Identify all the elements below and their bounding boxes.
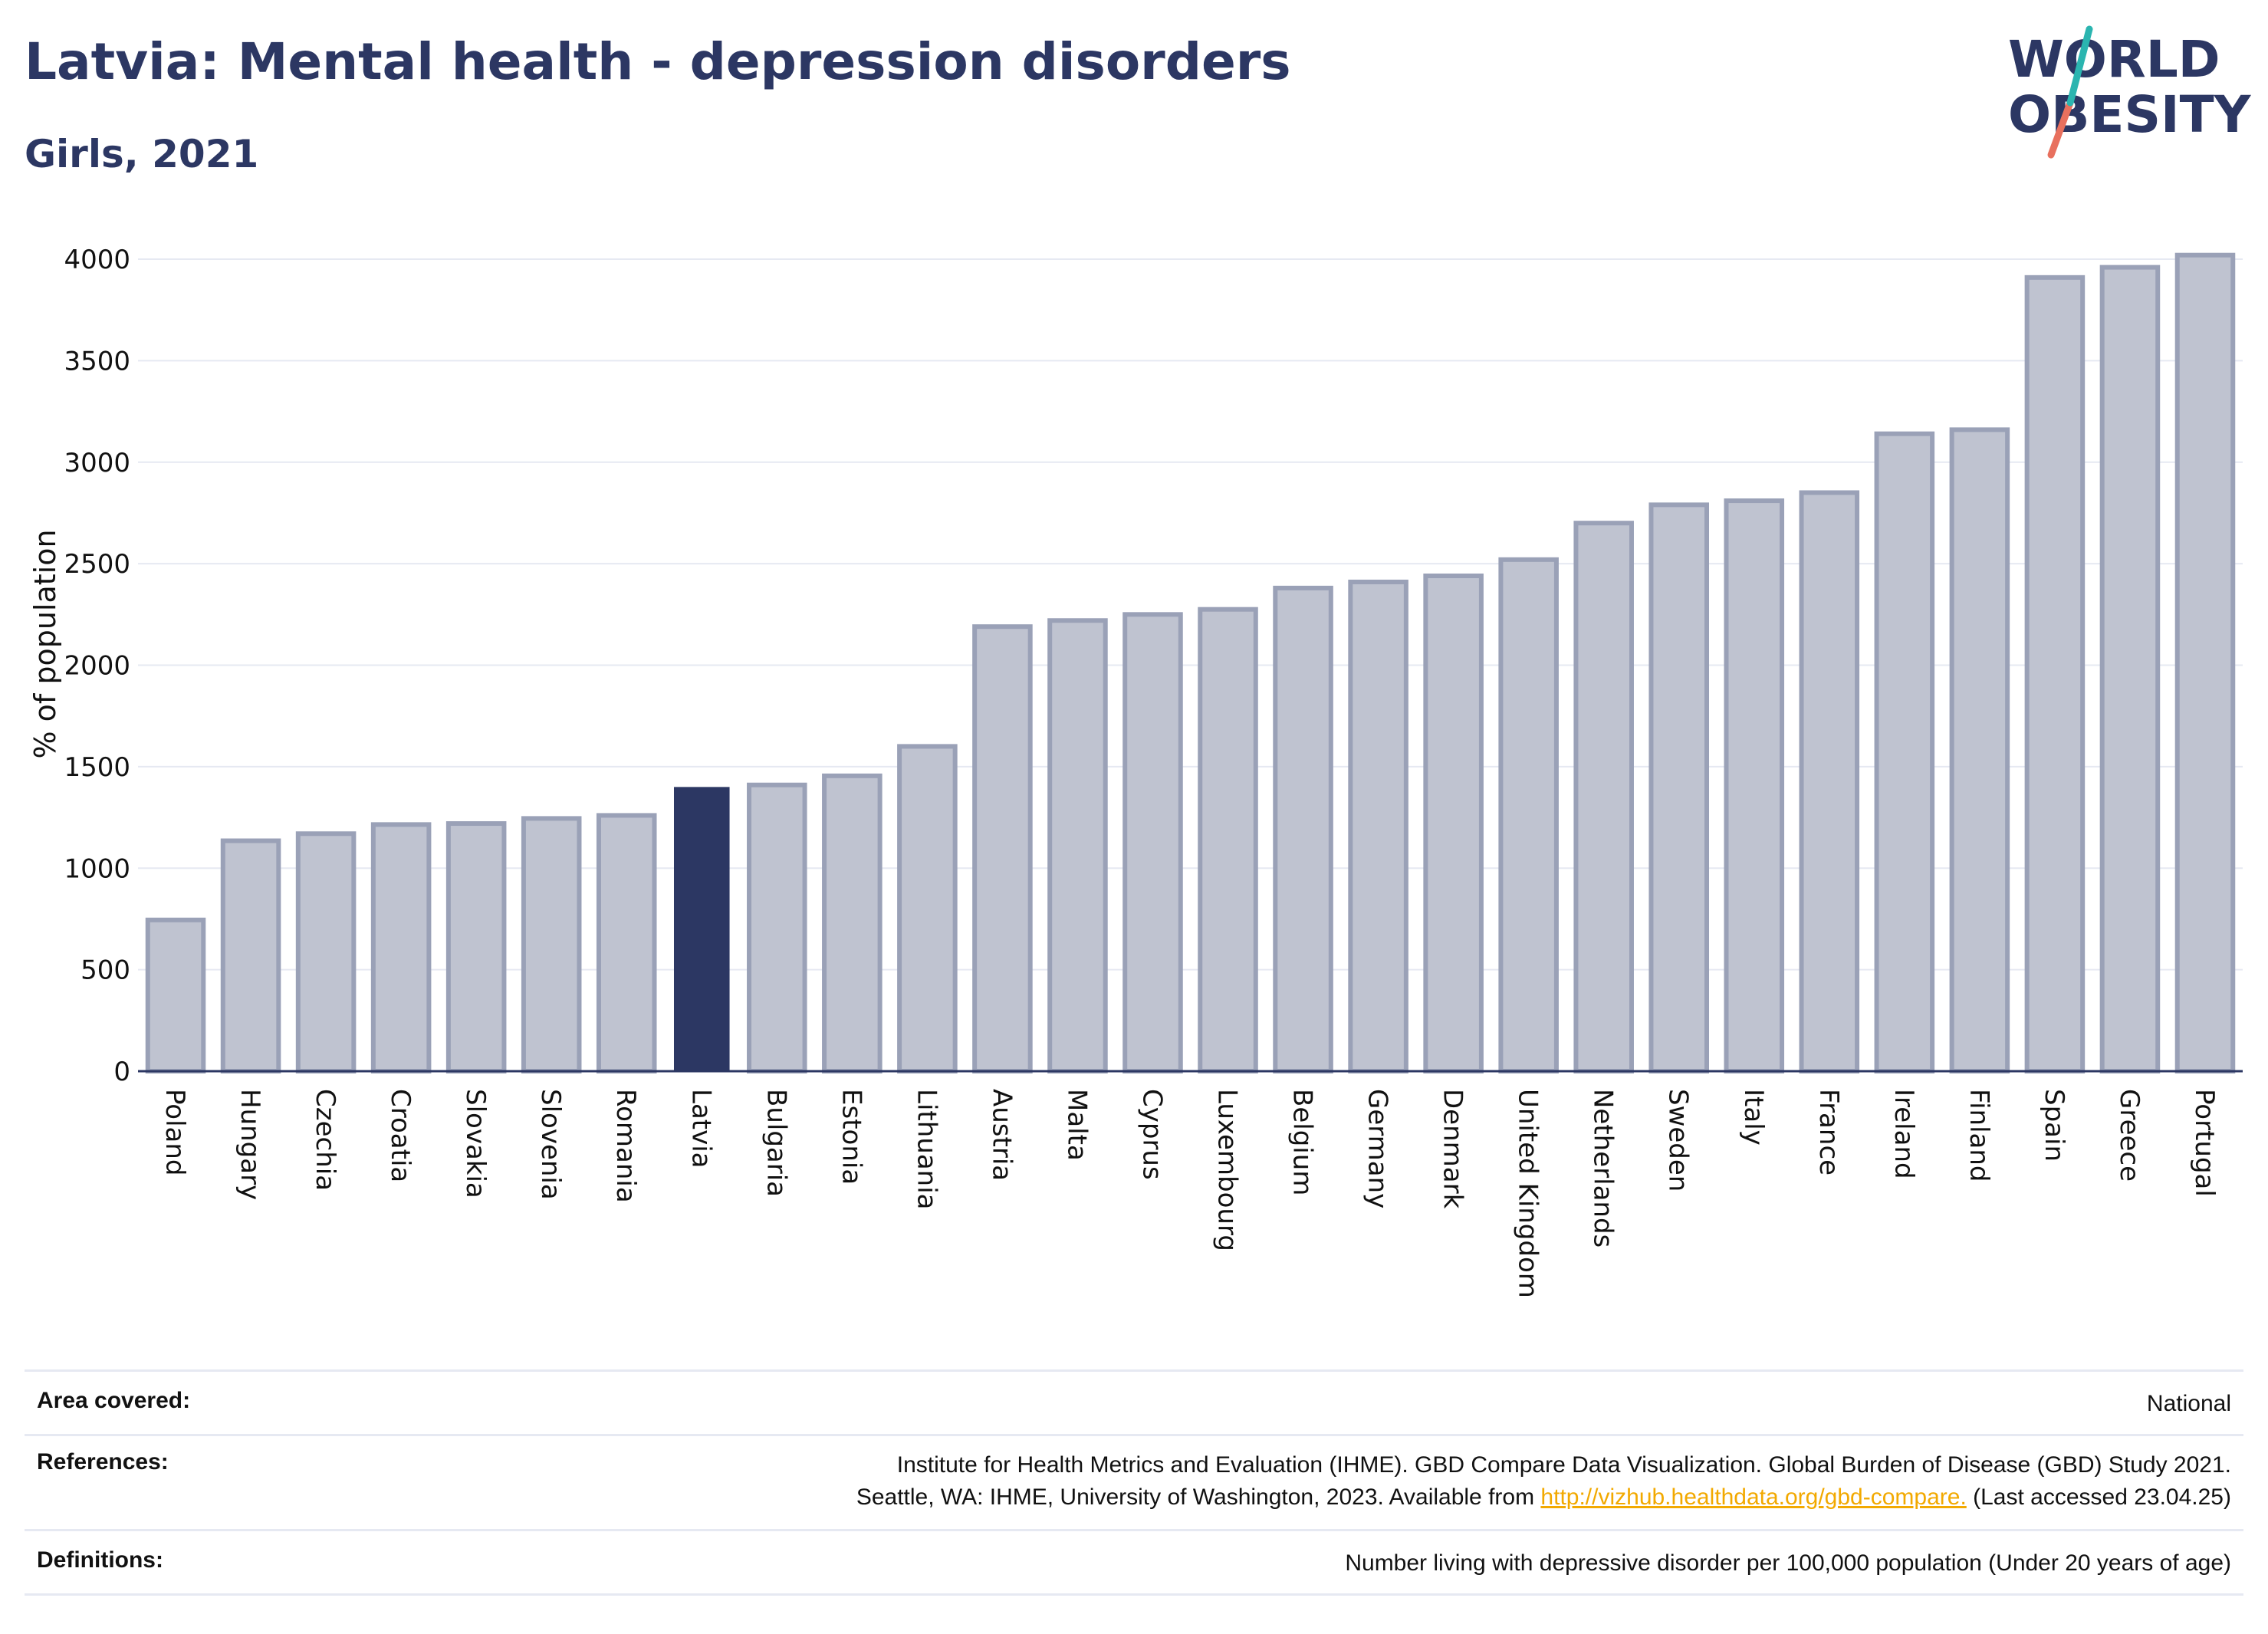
bar-united-kingdom bbox=[1498, 557, 1559, 1073]
bar-belgium bbox=[1273, 585, 1333, 1073]
world-obesity-logo: WORLD OBESITY bbox=[2008, 25, 2252, 159]
x-tick-label: Latvia bbox=[685, 1089, 716, 1169]
bar-spain bbox=[2024, 275, 2086, 1073]
x-tick-label: Denmark bbox=[1438, 1089, 1468, 1209]
bar-italy bbox=[1724, 498, 1785, 1073]
bar-denmark bbox=[1423, 574, 1484, 1073]
logo-text-world: WORLD bbox=[2008, 30, 2220, 89]
x-tick-label: Ireland bbox=[1888, 1089, 1919, 1179]
x-tick-label: Estonia bbox=[836, 1089, 866, 1185]
bar-latvia bbox=[673, 787, 730, 1071]
bar-chart: 0 500 1000 1500 2000 2500 3000 3500 4000 Poland Hu… bbox=[28, 245, 2243, 1298]
y-tick-label: 2000 bbox=[64, 651, 130, 682]
bar-netherlands bbox=[1573, 521, 1634, 1073]
definitions-label: Definitions: bbox=[37, 1547, 163, 1573]
bar-luxembourg bbox=[1198, 607, 1258, 1073]
bar-greece bbox=[2099, 265, 2161, 1074]
x-tick-label: France bbox=[1813, 1089, 1844, 1175]
x-tick-label: Portugal bbox=[2189, 1089, 2220, 1197]
y-tick-label: 2500 bbox=[64, 549, 130, 580]
bar-finland bbox=[1949, 427, 2010, 1073]
bar-germany bbox=[1348, 579, 1408, 1073]
logo-text-obesity: OBESITY bbox=[2008, 85, 2252, 144]
logo-slash-teal bbox=[2066, 25, 2093, 107]
bar-lithuania bbox=[897, 744, 958, 1074]
references-line-1: Institute for Health Metrics and Evaluat… bbox=[896, 1452, 2231, 1478]
x-tick-label: Croatia bbox=[385, 1089, 416, 1182]
footer-row-area: Area covered: National bbox=[25, 1369, 2243, 1434]
x-tick-label: Cyprus bbox=[1136, 1089, 1167, 1180]
bar-poland bbox=[145, 917, 206, 1073]
x-tick-label: Romania bbox=[610, 1089, 641, 1203]
x-tick-label: United Kingdom bbox=[1513, 1089, 1543, 1298]
x-tick-label: Slovenia bbox=[535, 1089, 566, 1200]
references-line-2-start: Seattle, WA: IHME, University of Washing… bbox=[856, 1484, 1541, 1510]
references-value: Institute for Health Metrics and Evaluat… bbox=[856, 1449, 2231, 1514]
bar-sweden bbox=[1648, 502, 1710, 1073]
labels: 0 500 1000 1500 2000 2500 3000 3500 4000 Poland Hu… bbox=[64, 245, 2220, 1298]
x-tick-label: Hungary bbox=[235, 1089, 265, 1200]
y-tick-label: 3000 bbox=[64, 448, 130, 478]
references-label: References: bbox=[37, 1449, 169, 1475]
bar-estonia bbox=[822, 773, 883, 1073]
x-tick-label: Bulgaria bbox=[761, 1089, 791, 1197]
x-tick-label: Poland bbox=[159, 1089, 190, 1176]
bar-portugal bbox=[2174, 252, 2236, 1074]
x-tick-label: Finland bbox=[1964, 1089, 1994, 1182]
area-covered-label: Area covered: bbox=[37, 1388, 191, 1413]
references-link[interactable]: http://vizhub.healthdata.org/gbd-compare… bbox=[1540, 1484, 1967, 1510]
footer-row-references: References: Institute for Health Metrics… bbox=[25, 1434, 2243, 1529]
bar-romania bbox=[596, 813, 657, 1074]
y-tick-label: 3500 bbox=[64, 346, 130, 376]
bar-ireland bbox=[1874, 431, 1935, 1073]
y-tick-label: 4000 bbox=[64, 245, 130, 275]
bar-hungary bbox=[220, 838, 281, 1074]
x-tick-label: Germany bbox=[1362, 1089, 1393, 1208]
x-tick-label: Lithuania bbox=[911, 1089, 942, 1209]
chart-title: Latvia: Mental health - depression disor… bbox=[25, 32, 1291, 91]
bar-france bbox=[1799, 490, 1860, 1073]
chart-subtitle: Girls, 2021 bbox=[25, 132, 259, 176]
area-covered-value: National bbox=[2146, 1391, 2231, 1416]
y-tick-label: 1500 bbox=[64, 752, 130, 783]
bars bbox=[145, 252, 2236, 1074]
bar-bulgaria bbox=[747, 782, 807, 1073]
y-axis-label: % of population bbox=[28, 529, 62, 758]
bar-cyprus bbox=[1122, 612, 1183, 1073]
bar-czechia bbox=[295, 831, 357, 1074]
x-tick-label: Italy bbox=[1738, 1089, 1769, 1146]
x-tick-label: Greece bbox=[2114, 1089, 2145, 1182]
references-line-2-end: (Last accessed 23.04.25) bbox=[1966, 1484, 2231, 1510]
x-tick-label: Netherlands bbox=[1588, 1089, 1619, 1248]
references-line-2: Seattle, WA: IHME, University of Washing… bbox=[856, 1481, 2231, 1514]
definitions-value: Number living with depressive disorder p… bbox=[1345, 1550, 2231, 1576]
y-tick-label: 500 bbox=[81, 955, 130, 986]
x-tick-label: Malta bbox=[1061, 1089, 1092, 1161]
x-tick-label: Luxembourg bbox=[1212, 1089, 1243, 1251]
bar-austria bbox=[972, 624, 1033, 1073]
footer-row-definitions: Definitions: Number living with depressi… bbox=[25, 1529, 2243, 1596]
x-tick-label: Czechia bbox=[310, 1089, 340, 1191]
x-tick-label: Slovakia bbox=[460, 1089, 491, 1198]
x-tick-label: Spain bbox=[2039, 1089, 2069, 1162]
logo-slash-coral bbox=[2047, 99, 2074, 159]
y-tick-label: 1000 bbox=[64, 853, 130, 884]
bar-slovenia bbox=[521, 816, 582, 1073]
y-tick-label: 0 bbox=[113, 1057, 130, 1087]
x-tick-label: Austria bbox=[986, 1089, 1017, 1181]
bar-croatia bbox=[370, 822, 432, 1073]
bar-slovakia bbox=[445, 821, 507, 1073]
x-tick-label: Sweden bbox=[1663, 1089, 1694, 1192]
bar-malta bbox=[1047, 618, 1108, 1073]
chart-footer: Area covered: National References: Insti… bbox=[25, 1369, 2243, 1596]
x-tick-label: Belgium bbox=[1287, 1089, 1318, 1195]
